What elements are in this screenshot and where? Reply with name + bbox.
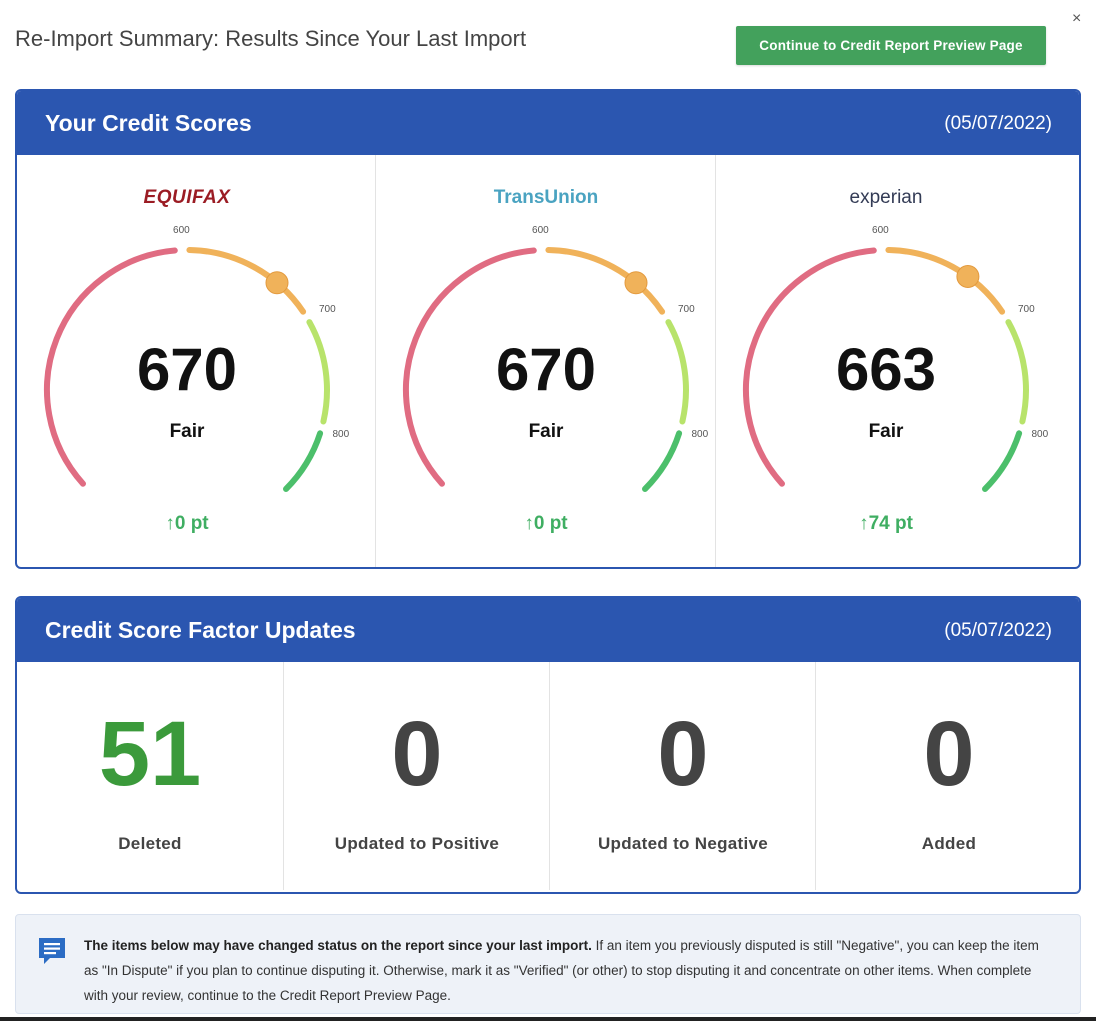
- gauge-tick-label: 700: [1018, 304, 1035, 315]
- gauge-segment-0: [403, 247, 537, 487]
- gauge-segment-1: [545, 247, 666, 315]
- gauge-tick-label: 800: [691, 429, 708, 440]
- continue-to-preview-button[interactable]: Continue to Credit Report Preview Page: [736, 26, 1046, 65]
- score-marker: [265, 271, 289, 295]
- info-message: The items below may have changed status …: [15, 914, 1081, 1014]
- gauge-segment-2: [1005, 319, 1029, 425]
- factor-updated-positive: 0 Updated to Positive: [283, 662, 550, 890]
- gauge-tick-label: 700: [678, 304, 695, 315]
- factor-updates-header: Credit Score Factor Updates (05/07/2022): [17, 598, 1079, 662]
- experian-change-value: 74 pt: [868, 513, 913, 534]
- deleted-count: 51: [98, 703, 202, 805]
- gauge-segment-0: [743, 247, 877, 487]
- factor-updates-date: (05/07/2022): [944, 620, 1052, 641]
- comment-icon: [39, 938, 65, 964]
- gauge-tick-label: 600: [872, 225, 889, 236]
- equifax-score-change: ↑0 pt: [17, 513, 357, 535]
- factor-added: 0 Added: [815, 662, 1079, 890]
- added-count: 0: [923, 703, 975, 805]
- experian-score-rating: Fair: [868, 421, 904, 442]
- updated-negative-label: Updated to Negative: [597, 834, 769, 853]
- gauge-tick-label: 800: [1031, 429, 1048, 440]
- experian-logo: experian: [849, 187, 923, 208]
- equifax-score-gauge: 600 700 800: [44, 225, 350, 492]
- experian-score-card: experian 600 700 800 663 Fair ↑74 pt: [715, 155, 1056, 567]
- score-marker: [624, 271, 648, 295]
- equifax-score-rating: Fair: [169, 421, 205, 442]
- updated-positive-count: 0: [391, 703, 443, 805]
- factor-updated-negative: 0 Updated to Negative: [549, 662, 816, 890]
- gauge-tick-label: 700: [319, 304, 336, 315]
- credit-scores-panel: Your Credit Scores (05/07/2022) EQUIFAX …: [15, 89, 1081, 569]
- gauge-tick-label: 600: [532, 225, 549, 236]
- updated-positive-label: Updated to Positive: [334, 834, 500, 853]
- info-bold-text: The items below may have changed status …: [84, 938, 592, 953]
- equifax-score: 670: [136, 336, 238, 403]
- gauge-segment-1: [885, 247, 1006, 315]
- up-arrow-icon: ↑: [859, 513, 869, 534]
- up-arrow-icon: ↑: [165, 513, 175, 534]
- credit-scores-title: Your Credit Scores: [45, 110, 252, 136]
- gauge-segment-3: [982, 430, 1023, 492]
- gauge-segment-2: [306, 319, 330, 425]
- factor-updates-panel: Credit Score Factor Updates (05/07/2022)…: [15, 596, 1081, 894]
- experian-score-gauge: 600 700 800: [743, 225, 1049, 492]
- credit-scores-date: (05/07/2022): [944, 113, 1052, 134]
- bottom-divider: [0, 1017, 1096, 1021]
- transunion-score-rating: Fair: [528, 421, 564, 442]
- page-title: Re-Import Summary: Results Since Your La…: [15, 26, 527, 51]
- deleted-label: Deleted: [118, 834, 182, 853]
- info-body-text: If an item you previously disputed is st…: [84, 938, 1039, 1003]
- info-text: The items below may have changed status …: [84, 933, 1054, 1008]
- transunion-score-card: TransUnion 600 700 800 670 Fair ↑0 pt: [375, 155, 716, 567]
- gauge-segment-3: [283, 430, 324, 492]
- equifax-score-card: EQUIFAX 600 700 800 670 Fair ↑0 pt: [17, 155, 357, 567]
- transunion-change-value: 0 pt: [533, 513, 568, 534]
- gauge-tick-label: 800: [332, 429, 349, 440]
- updated-negative-count: 0: [657, 703, 709, 805]
- added-label: Added: [921, 834, 977, 853]
- equifax-change-value: 0 pt: [174, 513, 209, 534]
- gauge-segment-2: [665, 319, 689, 425]
- transunion-score-change: ↑0 pt: [376, 513, 716, 535]
- gauge-segment-3: [642, 430, 683, 492]
- transunion-logo: TransUnion: [493, 187, 599, 208]
- factor-updates-title: Credit Score Factor Updates: [45, 617, 356, 643]
- gauge-segment-1: [186, 247, 307, 315]
- equifax-logo: EQUIFAX: [143, 187, 231, 208]
- experian-score-change: ↑74 pt: [716, 513, 1056, 535]
- transunion-score-gauge: 600 700 800: [403, 225, 709, 492]
- close-icon[interactable]: ×: [1072, 10, 1082, 27]
- experian-score: 663: [835, 336, 937, 403]
- up-arrow-icon: ↑: [524, 513, 534, 534]
- credit-scores-header: Your Credit Scores (05/07/2022): [17, 91, 1079, 155]
- score-marker: [956, 265, 980, 288]
- transunion-score: 670: [495, 336, 597, 403]
- factor-deleted: 51 Deleted: [17, 662, 283, 890]
- gauge-tick-label: 600: [173, 225, 190, 236]
- gauge-segment-0: [44, 247, 178, 487]
